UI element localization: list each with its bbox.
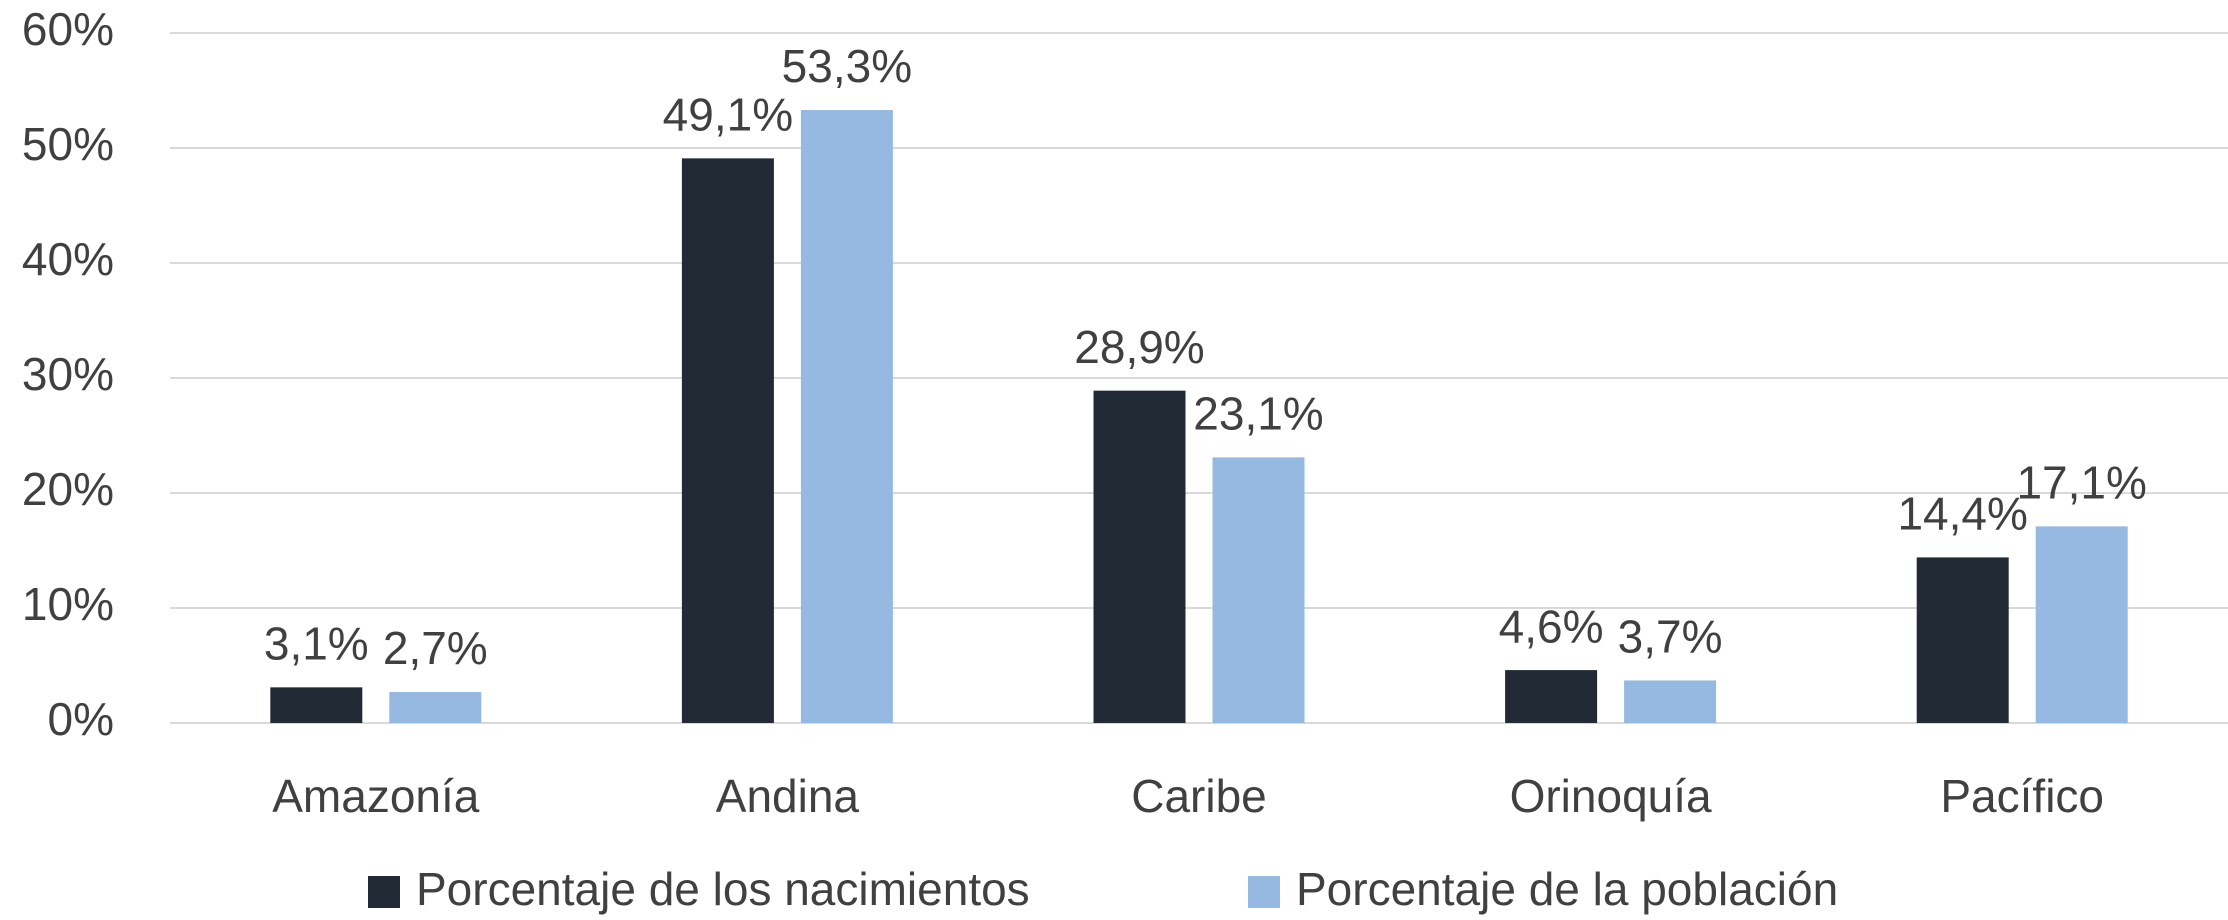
x-tick-label: Andina [716, 770, 860, 822]
x-tick-label: Caribe [1131, 770, 1267, 822]
y-tick-label: 50% [22, 118, 114, 170]
data-label: 23,1% [1193, 388, 1323, 440]
data-label: 14,4% [1897, 488, 2027, 540]
data-label: 49,1% [663, 89, 793, 141]
data-label: 2,7% [383, 622, 488, 674]
bar [1093, 390, 1186, 723]
data-label: 53,3% [782, 40, 912, 92]
bar [1212, 457, 1305, 723]
y-tick-label: 30% [22, 348, 114, 400]
y-tick-label: 10% [22, 578, 114, 630]
bar [800, 110, 893, 724]
y-tick-label: 20% [22, 463, 114, 515]
data-label: 17,1% [2016, 457, 2146, 509]
y-tick-label: 60% [22, 3, 114, 55]
x-tick-label: Pacífico [1940, 770, 2104, 822]
bar [1624, 680, 1717, 723]
bar [270, 687, 363, 723]
bar [2035, 526, 2128, 723]
legend-label: Porcentaje de la población [1296, 863, 1838, 915]
data-label: 3,7% [1618, 611, 1723, 663]
bar [1916, 557, 2009, 723]
bar [1505, 670, 1598, 723]
legend-label: Porcentaje de los nacimientos [416, 863, 1030, 915]
bar [389, 691, 482, 723]
data-label: 28,9% [1074, 321, 1204, 373]
legend-swatch [1248, 876, 1280, 908]
y-tick-label: 40% [22, 233, 114, 285]
x-tick-label: Orinoquía [1510, 770, 1712, 822]
data-label: 3,1% [264, 618, 369, 670]
y-tick-label: 0% [48, 693, 114, 745]
x-tick-label: Amazonía [272, 770, 480, 822]
data-label: 4,6% [1499, 600, 1604, 652]
bar [681, 158, 774, 724]
legend-swatch [368, 876, 400, 908]
